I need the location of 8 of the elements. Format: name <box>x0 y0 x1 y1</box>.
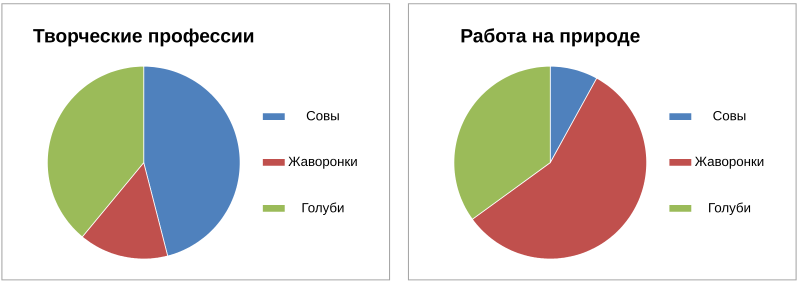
legend-label: Голуби <box>709 202 750 216</box>
legend-label: Голуби <box>302 202 344 216</box>
legend-label: Жаворонки <box>694 156 764 169</box>
legend-label: Совы <box>713 111 746 121</box>
legend-label: Совы <box>306 111 339 121</box>
legend-label: Жаворонки <box>288 156 357 169</box>
chart-title: Работа на природе <box>462 28 640 46</box>
chart-title: Творческие профессии <box>33 28 254 46</box>
